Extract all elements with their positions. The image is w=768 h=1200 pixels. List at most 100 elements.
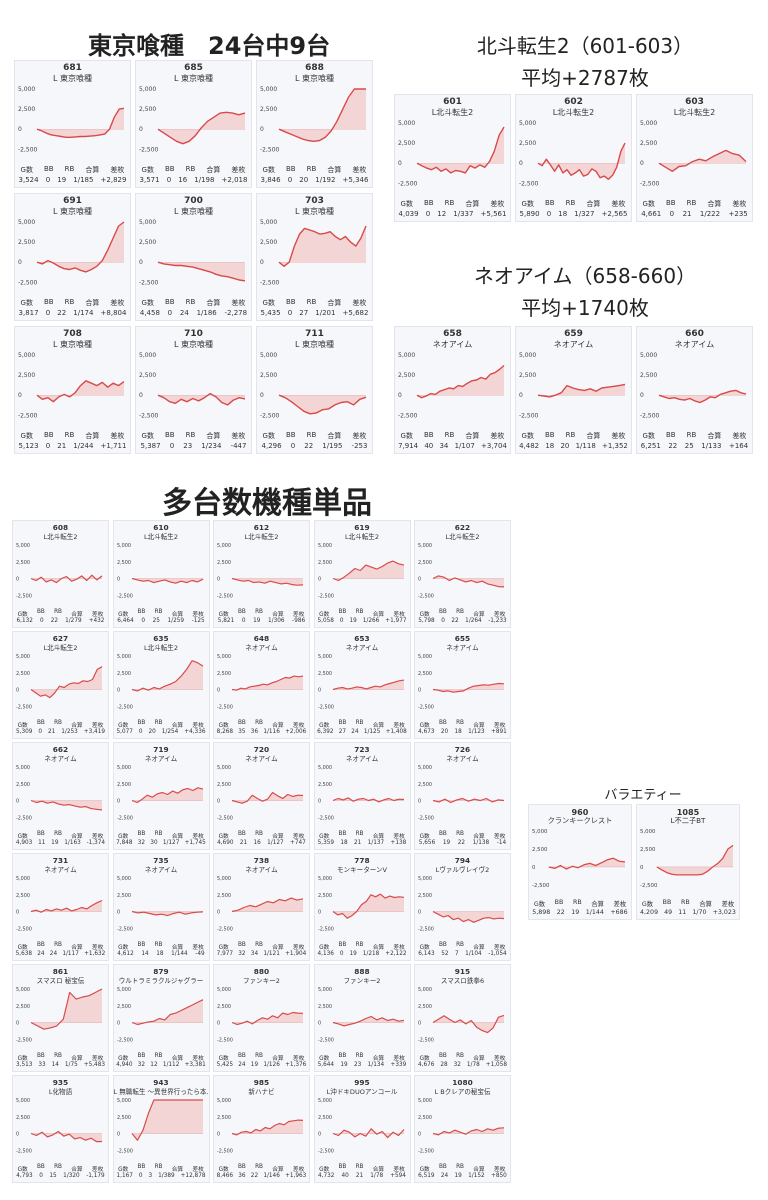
y-tick-label: 5,000 <box>318 1098 332 1104</box>
stat-header: 差枚 <box>393 1056 405 1063</box>
stat-value: 24 <box>351 729 359 736</box>
stat-header: G数 <box>20 432 33 440</box>
stat-value: 34 <box>439 442 449 450</box>
machine-card: 627 L北斗転生2 5,000 2,500 0 -2,500 G数 BB RB 合算 差枚 5,30… <box>12 631 109 739</box>
stat-value-row: 5,425 24 19 1/126 +1,376 <box>214 1062 309 1068</box>
slump-graph: 5,000 2,500 0 -2,500 <box>640 352 747 419</box>
machine-number: 985 <box>253 1078 270 1087</box>
heading-neo-title: ネオアイム（658-660） <box>473 264 697 288</box>
stat-value: +235 <box>728 210 748 218</box>
stat-header-row: G数 BB RB 合算 差枚 <box>315 720 410 729</box>
stat-value: 19 <box>253 618 261 625</box>
series-area <box>433 798 504 803</box>
stat-header: G数 <box>262 432 275 440</box>
stat-value: 19 <box>340 1062 348 1069</box>
stat-header: BB <box>137 831 146 838</box>
stat-header: RB <box>54 831 62 838</box>
stat-value: 3,513 <box>15 1062 33 1069</box>
stat-value-row: 4,612 14 18 1/144 -49 <box>114 951 209 957</box>
stat-header: RB <box>355 831 364 838</box>
machine-number: 659 <box>564 329 583 339</box>
stat-value: +1,408 <box>385 729 407 736</box>
slump-graph: 5,000 2,500 0 -2,500 <box>640 829 734 889</box>
stat-header: 差枚 <box>493 1056 506 1063</box>
y-tick-label: 2,500 <box>16 893 30 899</box>
stat-value: 32 <box>137 840 146 847</box>
stat-value: 0 <box>287 176 293 184</box>
stat-value-row: 4,136 0 19 1/218 +2,122 <box>315 951 410 957</box>
stat-header: 差枚 <box>393 723 405 730</box>
stat-header: 合算 <box>372 1056 385 1063</box>
stat-header-row: G数 BB RB 合算 差枚 <box>315 609 410 618</box>
stat-value: 19 <box>454 1173 462 1180</box>
stat-value: 1/70 <box>692 909 707 917</box>
series-area <box>131 999 203 1025</box>
machine-card: 602 L北斗転生2 5,000 2,500 0 -2,500 G数 BB RB 合算 差枚 5,89… <box>515 94 632 222</box>
y-tick-label: -2,500 <box>117 704 133 710</box>
stat-value: 0 <box>40 618 44 625</box>
y-tick-label: -2,500 <box>217 926 233 932</box>
stat-value-row: 8,268 35 36 1/116 +2,006 <box>214 729 309 735</box>
y-tick-label: 5,000 <box>16 765 30 771</box>
y-tick-label: -2,500 <box>260 146 280 153</box>
slump-graph: 5,000 2,500 0 -2,500 <box>640 120 747 187</box>
stat-value: 1/201 <box>315 309 336 317</box>
stat-value: 4,039 <box>398 210 419 218</box>
y-tick-label: 2,500 <box>18 372 35 379</box>
stat-header: 差枚 <box>292 1056 305 1063</box>
y-tick-label: 5,000 <box>418 1098 432 1104</box>
stat-value-row: 5,798 0 22 1/264 -1,233 <box>415 618 510 624</box>
stat-value: 12 <box>437 210 447 218</box>
stat-header: RB <box>255 1053 263 1060</box>
machine-card: 995 L沖ドキDUOアンコール 5,000 2,500 0 -2,500 G数 BB RB 合算… <box>313 1075 411 1183</box>
series-line <box>30 799 103 811</box>
stat-value-row: 1,167 0 3 1/389 +12,878 <box>114 1173 209 1179</box>
stat-header: G数 <box>419 834 430 841</box>
y-tick-label: -2,500 <box>139 412 159 419</box>
y-tick-label: -2,500 <box>117 593 133 599</box>
machine-card: 660 ネオアイム 5,000 2,500 0 -2,500 G数 BB RB 合算 差枚 6,251… <box>636 326 753 454</box>
stat-value: 6,143 <box>418 951 435 958</box>
y-tick-label: 2,500 <box>519 372 536 379</box>
stat-value: -253 <box>351 442 368 450</box>
stat-header: 合算 <box>372 834 385 841</box>
stat-header: 差枚 <box>611 432 626 440</box>
stat-value: 0 <box>38 729 43 736</box>
machine-number: 602 <box>564 97 583 107</box>
stat-value: 4,673 <box>418 729 435 736</box>
series-line <box>30 1130 103 1143</box>
stat-header: G数 <box>20 166 33 174</box>
y-tick-label: 5,000 <box>217 765 231 771</box>
y-tick-label: 5,000 <box>117 876 131 882</box>
stat-value: 4,690 <box>217 840 234 847</box>
series-line <box>432 575 505 588</box>
machine-card: 794 Lヴァルヴレイヴ2 5,000 2,500 0 -2,500 G数 BB RB 合算 差枚 6… <box>414 853 511 961</box>
slump-graph: 5,000 2,500 0 -2,500 <box>139 86 246 153</box>
stat-header: 合算 <box>272 1056 284 1063</box>
stat-value: 1/320 <box>63 1173 80 1180</box>
stat-header: 差枚 <box>91 945 104 952</box>
stat-header: BB <box>338 831 347 838</box>
stat-header: 差枚 <box>393 612 405 619</box>
y-tick-label: 2,500 <box>318 1115 332 1121</box>
stat-value: 0 <box>287 309 293 317</box>
stat-value: +432 <box>88 618 105 625</box>
stat-header-row: G数 BB RB 合算 差枚 <box>415 720 510 729</box>
series-line <box>231 675 304 691</box>
heading-hokuto-title: 北斗転生2（601-603） <box>476 34 694 58</box>
y-tick-label: 2,500 <box>398 140 415 147</box>
stat-header: 合算 <box>206 299 221 307</box>
stat-header: RB <box>306 165 317 173</box>
stat-header: 差枚 <box>110 432 125 440</box>
stat-header: BB <box>237 831 246 838</box>
machine-name: L 東京喰種 <box>295 340 334 349</box>
stat-header-row: G数 BB RB 合算 差枚 <box>315 942 410 951</box>
stat-value: 1/116 <box>263 729 280 736</box>
stat-header-row: G数 BB RB 合算 差枚 <box>415 1053 510 1062</box>
y-tick-label: 2,500 <box>418 893 432 899</box>
stat-value: 33 <box>38 1062 46 1069</box>
stat-header-row: G数 BB RB 合算 差枚 <box>15 165 130 175</box>
machine-card: 635 L北斗転生2 5,000 2,500 0 -2,500 G数 BB RB 合算 差枚 5,07… <box>112 631 210 739</box>
stat-header: RB <box>54 942 62 949</box>
stat-value: +5,346 <box>342 176 369 184</box>
